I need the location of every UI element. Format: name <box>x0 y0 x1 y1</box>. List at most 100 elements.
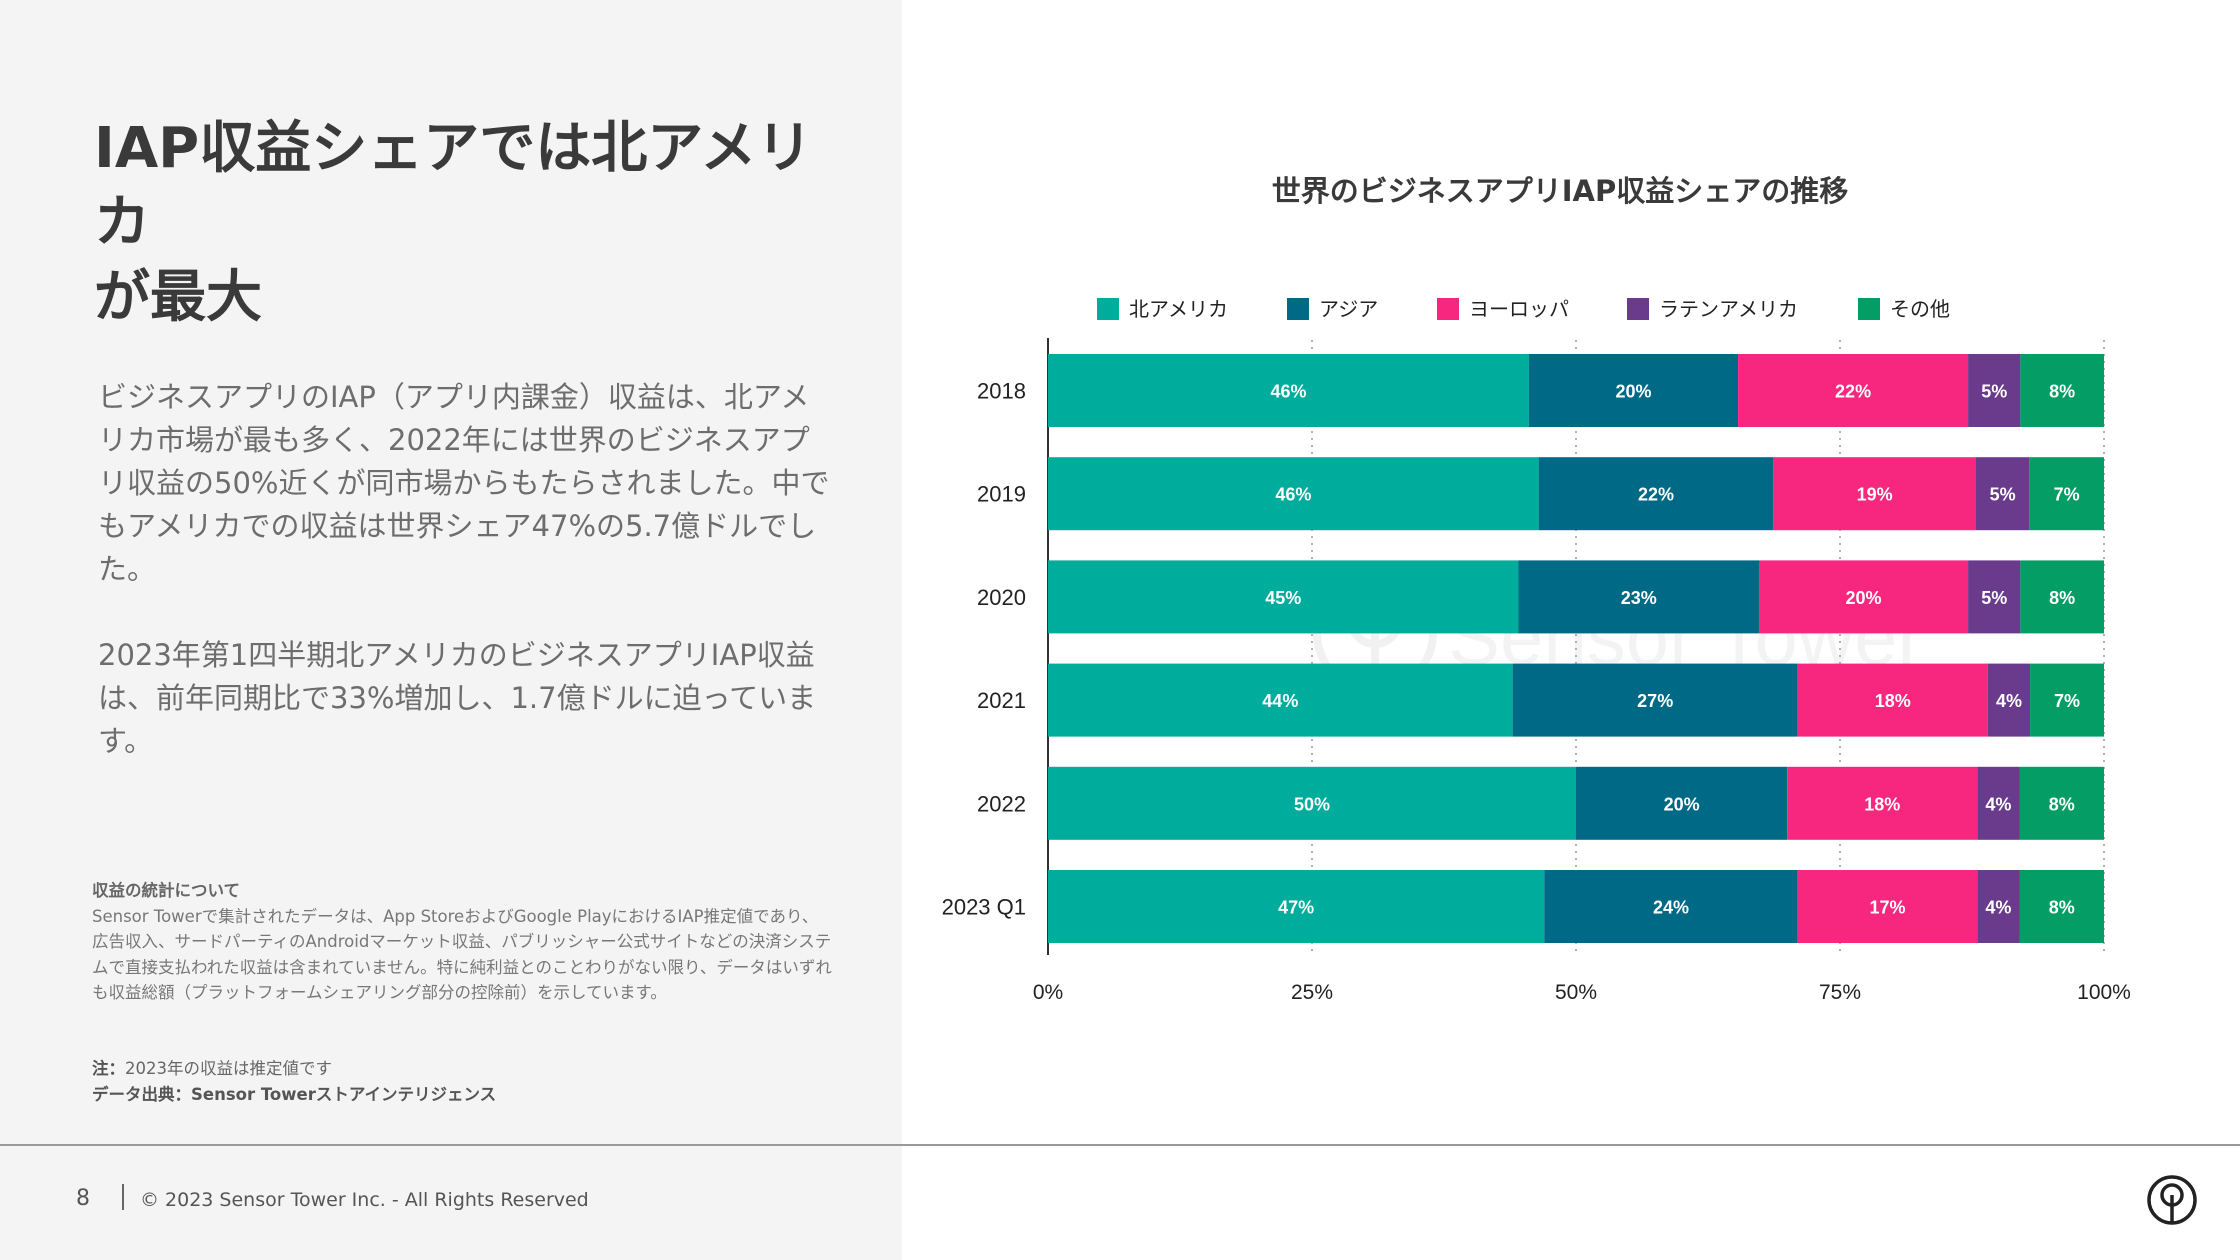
data-label: 50% <box>1294 794 1330 814</box>
bar-segment <box>2029 457 2104 531</box>
bar-segment <box>1048 766 1576 840</box>
data-label: 8% <box>2049 794 2075 814</box>
data-label: 22% <box>1835 382 1871 402</box>
bar-segment <box>1977 766 2020 840</box>
data-label: 18% <box>1864 794 1900 814</box>
data-label: 20% <box>1615 382 1651 402</box>
methodology-title: 収益の統計について <box>92 881 241 900</box>
bar-segment <box>1518 560 1759 634</box>
data-label: 17% <box>1870 898 1906 918</box>
legend-label: ヨーロッパ <box>1469 297 1569 321</box>
bar-segment <box>2019 766 2104 840</box>
bar-segment <box>2020 560 2104 634</box>
legend-swatch <box>1097 298 1119 320</box>
note-text: 2023年の収益は推定値です <box>125 1059 332 1078</box>
data-label: 5% <box>1981 588 2007 608</box>
legend-label: ラテンアメリカ <box>1659 297 1798 321</box>
bar-segment <box>1773 457 1976 531</box>
data-label: 8% <box>2049 382 2075 402</box>
body-paragraph-2: 2023年第1四半期北アメリカのビジネスアプリIAP収益は、前年同期比で33%増… <box>98 638 817 758</box>
data-label: 44% <box>1262 691 1298 711</box>
estimate-note: 注：2023年の収益は推定値です <box>92 1056 832 1082</box>
notes: 注：2023年の収益は推定値です データ出典：Sensor Towerストアイン… <box>92 1056 832 1109</box>
data-label: 23% <box>1621 588 1657 608</box>
data-label: 24% <box>1653 898 1689 918</box>
y-tick-label: 2018 <box>977 379 1026 404</box>
legend-swatch <box>1287 298 1309 320</box>
left-panel: IAP収益シェアでは北アメリカ が最大 ビジネスアプリのIAP（アプリ内課金）収… <box>0 0 902 1260</box>
stacked-bar-chart: 0% 25% 50% 75% 100% 2018 46% 20% 22% 5% 8% 2019 46% 2… <box>942 338 2131 1004</box>
bar-segment <box>2030 663 2104 737</box>
data-label: 46% <box>1270 382 1306 402</box>
source-label: データ出典： <box>92 1085 191 1105</box>
y-tick-label: 2019 <box>977 482 1026 507</box>
y-tick-label: 2022 <box>977 791 1026 816</box>
methodology-body: Sensor Towerで集計されたデータは、App StoreおよびGoogl… <box>92 906 832 1003</box>
bar-segment <box>1544 870 1798 943</box>
bar-segment <box>1968 560 2021 634</box>
data-label: 47% <box>1278 898 1314 918</box>
legend-label: アジア <box>1319 297 1379 321</box>
data-label: 20% <box>1664 794 1700 814</box>
chart-title: 世界のビジネスアプリIAP収益シェアの推移 <box>1271 174 1849 208</box>
data-label: 7% <box>2054 691 2080 711</box>
bar-segment <box>1048 560 1519 634</box>
data-label: 5% <box>1981 382 2007 402</box>
bar-segment <box>2020 354 2104 427</box>
footer-separator <box>122 1184 124 1210</box>
y-tick-label: 2023 Q1 <box>942 895 1026 920</box>
page-number: 8 <box>76 1186 90 1211</box>
bar-segment <box>1797 663 1988 737</box>
bar-segment <box>1787 766 1978 840</box>
copyright-text: © 2023 Sensor Tower Inc. - All Rights Re… <box>140 1189 589 1211</box>
bar-segment <box>2019 870 2104 943</box>
legend-swatch <box>1858 298 1880 320</box>
footer-divider <box>0 1144 2240 1146</box>
data-label: 46% <box>1275 485 1311 505</box>
legend-swatch <box>1627 298 1649 320</box>
data-source: データ出典：Sensor Towerストアインテリジェンス <box>92 1082 832 1108</box>
bar-segment <box>1976 457 2030 531</box>
legend-swatch <box>1437 298 1459 320</box>
body-paragraph-1: ビジネスアプリのIAP（アプリ内課金）収益は、北アメリカ市場が最も多く、2022… <box>98 380 830 586</box>
data-label: 8% <box>2049 588 2075 608</box>
x-tick-label: 50% <box>1555 981 1597 1004</box>
bar-segment <box>1758 560 1969 634</box>
x-tick-label: 100% <box>2077 981 2131 1004</box>
bar-segment <box>1048 870 1545 943</box>
x-tick-label: 75% <box>1819 981 1861 1004</box>
note-label: 注： <box>92 1059 125 1078</box>
bar-segment <box>1977 870 2020 943</box>
data-label: 45% <box>1265 588 1301 608</box>
data-label: 19% <box>1857 485 1893 505</box>
methodology-note: 収益の統計について Sensor Towerで集計されたデータは、App Sto… <box>92 878 832 1006</box>
data-label: 5% <box>1990 485 2016 505</box>
bar-segment <box>1576 766 1788 840</box>
data-label: 8% <box>2049 898 2075 918</box>
data-label: 18% <box>1875 691 1911 711</box>
data-label: 4% <box>1996 691 2022 711</box>
legend-label: その他 <box>1890 297 1950 321</box>
bar-segment <box>1048 354 1529 427</box>
bar-segment <box>1528 354 1739 427</box>
legend-label: 北アメリカ <box>1129 297 1228 321</box>
data-label: 7% <box>2054 485 2080 505</box>
source-text: Sensor Towerストアインテリジェンス <box>191 1085 497 1105</box>
bar-segment <box>1738 354 1969 427</box>
bar-segment <box>1512 663 1798 737</box>
data-label: 4% <box>1985 898 2011 918</box>
data-label: 22% <box>1638 485 1674 505</box>
page-title: IAP収益シェアでは北アメリカ が最大 <box>94 116 813 330</box>
bar-segment <box>1987 663 2031 737</box>
bar-segment <box>1968 354 2021 427</box>
bar-segment <box>1048 663 1513 737</box>
bar-segment <box>1797 870 1978 943</box>
y-tick-label: 2021 <box>977 688 1026 713</box>
x-tick-label: 25% <box>1291 981 1333 1004</box>
y-tick-label: 2020 <box>977 585 1026 610</box>
data-label: 4% <box>1985 794 2011 814</box>
data-label: 20% <box>1846 588 1882 608</box>
bar-segment <box>1538 457 1774 531</box>
sensor-tower-logo-icon[interactable] <box>2146 1174 2198 1226</box>
bar-segment <box>1048 457 1539 531</box>
